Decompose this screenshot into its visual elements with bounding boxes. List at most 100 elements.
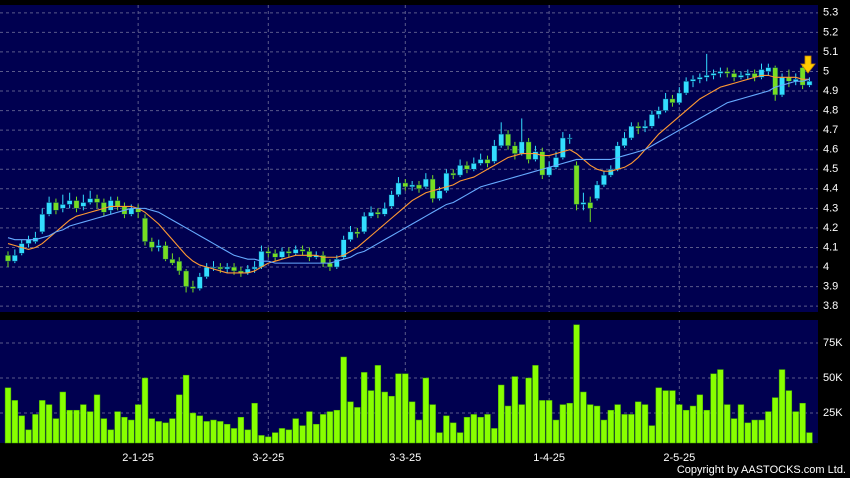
- candle-body: [409, 184, 415, 188]
- candle-body: [162, 245, 169, 260]
- volume-bar: [730, 418, 738, 444]
- candle-body: [299, 249, 306, 252]
- volume-bar: [333, 409, 340, 444]
- candle-body: [662, 98, 669, 111]
- candle-body: [758, 69, 765, 78]
- y-tick-label: 5.1: [823, 46, 838, 58]
- moving-average-line: [7, 78, 810, 264]
- candle-body: [183, 270, 189, 287]
- candle-body: [573, 165, 580, 205]
- candle-body: [25, 239, 32, 244]
- candle-body: [498, 133, 505, 147]
- candle-body: [46, 202, 52, 215]
- candle-body: [683, 81, 689, 94]
- candle-body: [546, 167, 552, 176]
- candle-body: [607, 169, 614, 176]
- candle-body: [621, 137, 628, 147]
- volume-bar: [484, 414, 491, 444]
- volume-bar: [224, 423, 231, 444]
- candle-body: [710, 73, 717, 76]
- volume-bar: [744, 422, 751, 444]
- candle-body: [114, 200, 121, 207]
- volume-bar: [806, 432, 813, 444]
- candle-body: [169, 258, 176, 264]
- candle-body: [375, 212, 381, 215]
- y-tick-label: 4.2: [823, 222, 838, 234]
- volume-bar: [628, 414, 635, 444]
- candle-body: [635, 125, 642, 129]
- volume-bar: [107, 429, 114, 444]
- candle-body: [292, 249, 299, 254]
- candle-body: [272, 253, 278, 258]
- volume-bar: [518, 404, 525, 444]
- volume-bar: [785, 390, 793, 444]
- volume-bar: [285, 429, 293, 444]
- volume-bar: [265, 436, 272, 444]
- volume-bar: [696, 394, 704, 444]
- candle-body: [765, 67, 772, 72]
- volume-bar: [552, 419, 560, 444]
- volume-bar: [59, 391, 66, 444]
- candle-body: [327, 262, 333, 268]
- volume-bar: [559, 404, 567, 444]
- candle-body: [724, 71, 731, 74]
- volume-bar: [648, 425, 656, 444]
- x-tick-label: 3-2-25: [252, 452, 284, 464]
- candle-body: [53, 202, 59, 211]
- candle-body: [470, 163, 477, 170]
- candle-body: [333, 258, 340, 268]
- y-tick-label: 4.4: [823, 183, 838, 195]
- candle-body: [224, 266, 231, 270]
- volume-bar: [593, 405, 601, 444]
- candle-body: [265, 251, 272, 254]
- volume-bar: [313, 423, 320, 444]
- candle-body: [580, 202, 587, 205]
- candle-body: [436, 190, 443, 199]
- volume-bar: [141, 377, 149, 444]
- candle-body: [176, 260, 183, 272]
- candle-body: [354, 231, 361, 235]
- candle-body: [155, 245, 162, 248]
- volume-bar: [504, 405, 512, 444]
- volume-bar: [203, 421, 210, 444]
- volume-bar: [87, 411, 94, 444]
- volume-bar: [196, 415, 203, 444]
- volume-bar: [580, 391, 587, 444]
- volume-bar: [388, 395, 395, 444]
- y-tick-label: 75K: [823, 337, 843, 349]
- volume-bar: [367, 390, 375, 444]
- candle-body: [669, 98, 676, 104]
- volume-bar: [217, 421, 224, 444]
- volume-bar: [73, 409, 80, 444]
- candle-body: [66, 200, 73, 205]
- candle-body: [217, 266, 224, 270]
- candle-body: [80, 202, 87, 207]
- candle-body: [368, 212, 374, 217]
- volume-bar: [436, 432, 443, 444]
- volume-bar: [258, 435, 265, 444]
- candle-body: [601, 174, 607, 186]
- x-tick-label: 3-3-25: [389, 452, 421, 464]
- volume-bar: [66, 409, 73, 444]
- volume-bar: [539, 400, 546, 444]
- volume-bar: [148, 418, 155, 444]
- volume-bar: [456, 432, 464, 444]
- volume-bar: [614, 404, 621, 444]
- volume-bar: [532, 365, 539, 444]
- candle-body: [731, 73, 737, 78]
- x-tick-label: 2-1-25: [122, 452, 154, 464]
- volume-bar: [635, 401, 642, 444]
- volume-bar: [25, 429, 32, 444]
- candle-body: [39, 213, 46, 233]
- candle-body: [203, 266, 210, 278]
- y-tick-label: 5.2: [823, 26, 838, 38]
- y-tick-label: 4.5: [823, 163, 838, 175]
- volume-bar: [758, 419, 765, 444]
- y-tick-label: 4: [823, 261, 829, 273]
- candle-body: [87, 198, 94, 203]
- candle-body: [717, 71, 724, 74]
- candle-body: [799, 67, 806, 86]
- volume-bar: [11, 400, 18, 444]
- volume-bar: [210, 419, 217, 444]
